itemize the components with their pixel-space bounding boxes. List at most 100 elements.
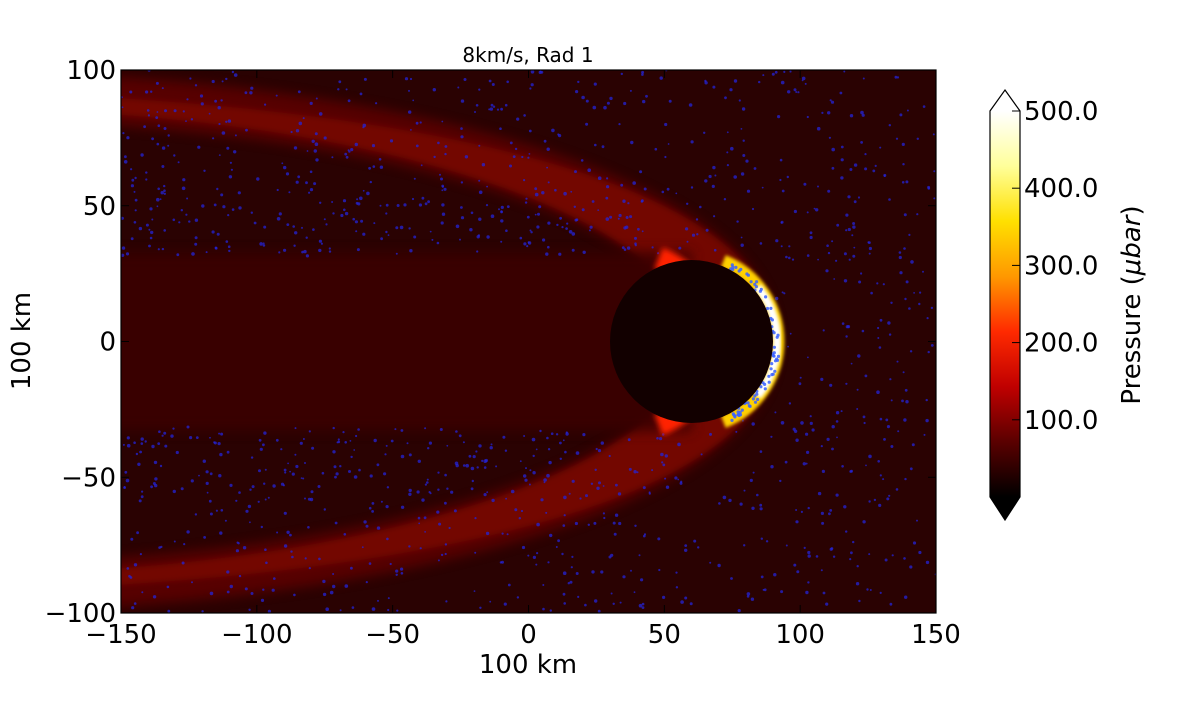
particle: [251, 485, 255, 489]
particle: [593, 82, 597, 86]
particle: [347, 99, 351, 103]
particle: [172, 489, 176, 494]
particle: [827, 251, 831, 255]
particle: [164, 109, 167, 113]
particle: [505, 497, 507, 500]
particle: [362, 189, 365, 192]
particle: [697, 546, 700, 549]
particle: [877, 326, 880, 330]
particle: [328, 247, 331, 250]
rim-particle: [734, 265, 738, 269]
particle: [888, 124, 891, 127]
particle: [610, 592, 613, 595]
particle: [759, 503, 763, 507]
particle: [825, 269, 829, 273]
particle: [787, 90, 791, 94]
particle: [395, 569, 399, 573]
particle: [588, 229, 591, 232]
particle: [584, 603, 587, 607]
particle: [638, 603, 643, 608]
particle: [543, 478, 547, 482]
particle: [841, 322, 845, 325]
particle: [227, 245, 231, 248]
particle: [740, 172, 745, 176]
particle: [825, 602, 829, 606]
particle: [439, 428, 443, 431]
particle: [916, 213, 919, 216]
particle: [878, 346, 882, 349]
particle: [526, 215, 530, 219]
particle: [481, 459, 484, 462]
particle: [713, 215, 716, 218]
particle: [608, 454, 611, 458]
colorbar: 500.0 400.0 300.0 200.0 100.0 Pressure (μbar…: [989, 88, 1147, 522]
particle: [677, 442, 681, 447]
particle: [383, 472, 387, 476]
particle: [796, 570, 800, 574]
particle: [233, 150, 237, 154]
particle: [547, 181, 550, 184]
particle: [906, 109, 909, 112]
particle: [216, 232, 220, 236]
particle: [849, 168, 853, 171]
particle: [190, 118, 194, 121]
particle: [292, 225, 296, 228]
particle: [385, 505, 389, 509]
particle: [146, 109, 150, 112]
particle: [709, 432, 712, 436]
particle: [348, 150, 351, 153]
particle: [933, 170, 936, 173]
particle: [293, 146, 298, 150]
particle: [463, 78, 467, 81]
particle: [538, 205, 542, 209]
particle: [332, 212, 335, 215]
particle: [585, 494, 588, 498]
particle: [740, 127, 743, 130]
particle: [561, 226, 564, 229]
particle: [569, 580, 573, 584]
particle: [363, 520, 367, 524]
particle: [262, 588, 265, 591]
particle: [622, 575, 626, 579]
particle: [297, 90, 301, 94]
particle: [623, 248, 627, 251]
particle: [608, 555, 612, 559]
particle: [594, 468, 597, 471]
particle: [314, 142, 319, 146]
particle: [862, 415, 866, 419]
particle: [864, 167, 868, 171]
particle: [355, 434, 358, 438]
particle: [879, 318, 883, 322]
particle: [417, 459, 421, 463]
particle: [868, 246, 873, 251]
particle: [276, 217, 281, 221]
particle: [753, 167, 757, 170]
particle: [534, 187, 538, 191]
particle: [237, 191, 241, 195]
particle: [225, 77, 228, 81]
particle: [668, 99, 672, 103]
particle: [287, 462, 289, 465]
particle: [362, 126, 365, 129]
particle: [159, 198, 162, 201]
particle: [527, 241, 532, 245]
rim-particle: [776, 333, 780, 337]
particle: [323, 136, 327, 140]
particle: [140, 495, 144, 499]
particle: [361, 546, 364, 549]
particle: [771, 72, 775, 76]
particle: [199, 94, 204, 98]
particle: [469, 228, 473, 232]
particle: [645, 94, 648, 98]
particle: [308, 430, 311, 433]
particle: [194, 218, 199, 222]
particle: [933, 197, 936, 200]
particle: [789, 332, 792, 335]
particle: [155, 116, 159, 119]
particle: [427, 200, 430, 204]
particle: [761, 186, 764, 189]
particle: [220, 99, 223, 102]
particle: [888, 494, 891, 497]
particle: [623, 101, 627, 106]
particle: [337, 88, 340, 91]
